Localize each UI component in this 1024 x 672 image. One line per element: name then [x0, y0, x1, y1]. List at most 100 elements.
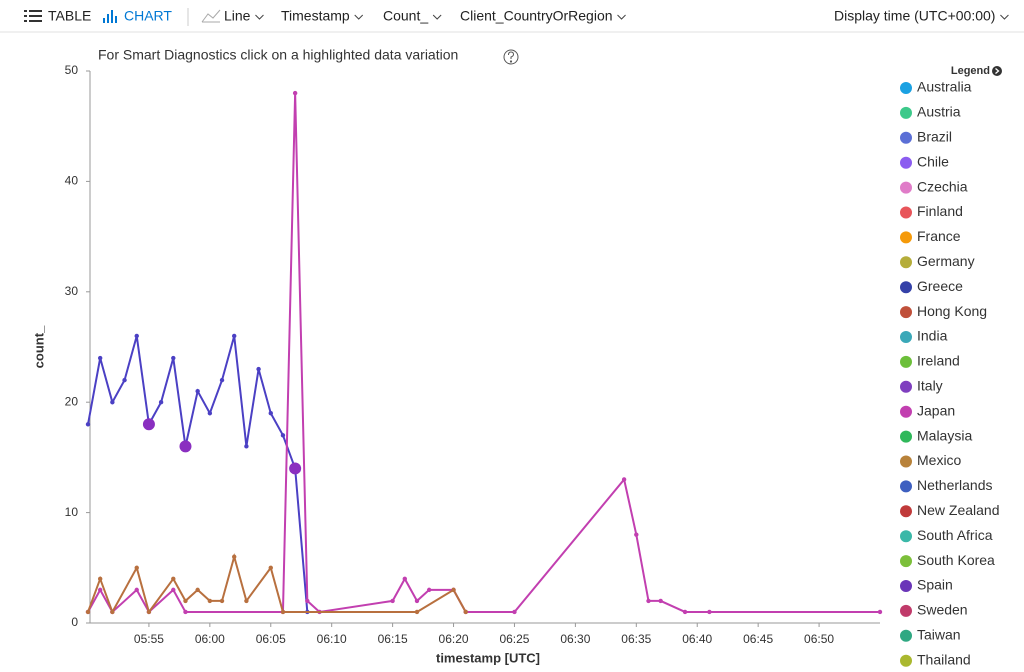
- dropdown-chevron: [255, 14, 264, 20]
- data-point: [280, 433, 286, 438]
- legend-label[interactable]: Finland: [917, 203, 963, 219]
- legend-toggle-icon[interactable]: [992, 66, 1002, 76]
- legend-swatch: [900, 530, 912, 543]
- anomaly-marker[interactable]: [289, 462, 302, 475]
- legend-swatch: [900, 156, 912, 169]
- data-point: [110, 609, 115, 615]
- legend-label[interactable]: Czechia: [917, 178, 968, 194]
- x-tick-label: 06:30: [560, 632, 590, 646]
- legend-swatch: [900, 306, 912, 319]
- data-point: [232, 333, 237, 339]
- data-point: [158, 400, 164, 405]
- legend-label[interactable]: Germany: [917, 253, 975, 269]
- legend-label[interactable]: South Korea: [917, 552, 995, 568]
- display-time-dropdown[interactable]: Display time (UTC+00:00): [834, 8, 995, 24]
- data-point: [305, 598, 310, 604]
- legend-label[interactable]: Japan: [917, 402, 955, 418]
- data-point: [219, 377, 225, 383]
- legend-swatch: [900, 131, 912, 144]
- data-point: [171, 587, 176, 593]
- table-button[interactable]: TABLE: [48, 8, 91, 24]
- y-column-dropdown[interactable]: Count_: [383, 8, 428, 24]
- series-line: [87, 93, 880, 614]
- x-axis-label: timestamp [UTC]: [436, 650, 540, 665]
- chart-icon: [103, 10, 117, 23]
- legend-swatch: [900, 430, 912, 443]
- data-point: [146, 609, 152, 615]
- legend-label[interactable]: Chile: [917, 153, 949, 169]
- data-point: [634, 532, 639, 537]
- legend-swatch: [900, 331, 912, 343]
- legend-label[interactable]: Brazil: [917, 129, 952, 145]
- x-tick-label: 06:45: [743, 632, 773, 646]
- legend-label[interactable]: India: [917, 328, 948, 344]
- table-icon: [24, 10, 42, 22]
- split-column-dropdown[interactable]: Client_CountryOrRegion: [460, 8, 613, 24]
- legend-label[interactable]: Mexico: [917, 452, 962, 468]
- legend-label[interactable]: Thailand: [917, 651, 971, 667]
- x-tick-label: 06:50: [804, 632, 834, 646]
- chart-subtitle: For Smart Diagnostics click on a highlig…: [98, 47, 458, 63]
- legend-swatch: [900, 505, 912, 518]
- legend-swatch: [900, 82, 912, 94]
- data-point: [512, 609, 517, 615]
- legend-swatch: [900, 181, 912, 194]
- anomaly-marker[interactable]: [179, 440, 192, 453]
- anomaly-marker[interactable]: [142, 418, 155, 431]
- legend-swatch: [900, 106, 912, 119]
- data-point: [232, 554, 237, 559]
- chart-style-dropdown[interactable]: Line: [224, 8, 251, 24]
- legend-label[interactable]: Greece: [917, 278, 963, 294]
- data-point: [171, 576, 176, 582]
- legend-label[interactable]: New Zealand: [917, 502, 1000, 518]
- legend-label[interactable]: Italy: [917, 378, 943, 394]
- data-point: [877, 609, 883, 615]
- legend-label[interactable]: Australia: [917, 79, 972, 95]
- data-point: [402, 576, 407, 582]
- data-point: [122, 377, 127, 383]
- legend-title: Legend: [951, 65, 990, 77]
- legend-label[interactable]: South Africa: [917, 527, 993, 543]
- data-point: [451, 587, 456, 593]
- legend-label[interactable]: Malaysia: [917, 427, 972, 443]
- legend-swatch: [900, 380, 912, 393]
- data-point: [414, 609, 420, 615]
- x-tick-label: 06:05: [256, 632, 286, 646]
- data-point: [134, 587, 139, 593]
- legend-swatch: [900, 355, 912, 368]
- x-column-dropdown[interactable]: Timestamp: [281, 8, 350, 24]
- legend-label[interactable]: Sweden: [917, 602, 968, 618]
- legend-swatch: [900, 555, 912, 568]
- data-point: [268, 565, 273, 570]
- data-point: [85, 422, 91, 427]
- y-tick-label: 30: [65, 284, 79, 298]
- data-point: [244, 598, 249, 604]
- help-icon[interactable]: [503, 49, 519, 65]
- legend-label[interactable]: France: [917, 228, 961, 244]
- data-point: [256, 366, 261, 372]
- data-point: [134, 333, 139, 339]
- legend-label[interactable]: Ireland: [917, 353, 960, 369]
- legend-label[interactable]: Hong Kong: [917, 303, 987, 319]
- y-tick-label: 50: [65, 63, 79, 77]
- legend-swatch: [900, 480, 912, 493]
- dropdown-chevron: [617, 14, 626, 20]
- legend-label[interactable]: Taiwan: [917, 627, 961, 643]
- data-point: [183, 598, 188, 604]
- series-line: [87, 335, 309, 613]
- data-point: [183, 609, 188, 615]
- data-point: [97, 587, 103, 593]
- legend-label[interactable]: Netherlands: [917, 477, 993, 493]
- data-point: [207, 411, 213, 416]
- data-point: [97, 576, 103, 582]
- data-point: [195, 587, 200, 593]
- legend-label[interactable]: Austria: [917, 104, 961, 120]
- data-point: [426, 587, 432, 593]
- dropdown-chevron: [354, 14, 364, 20]
- data-point: [219, 598, 225, 604]
- chart-button[interactable]: CHART: [124, 8, 172, 24]
- legend-label[interactable]: Spain: [917, 577, 953, 593]
- x-tick-label: 06:40: [682, 632, 712, 646]
